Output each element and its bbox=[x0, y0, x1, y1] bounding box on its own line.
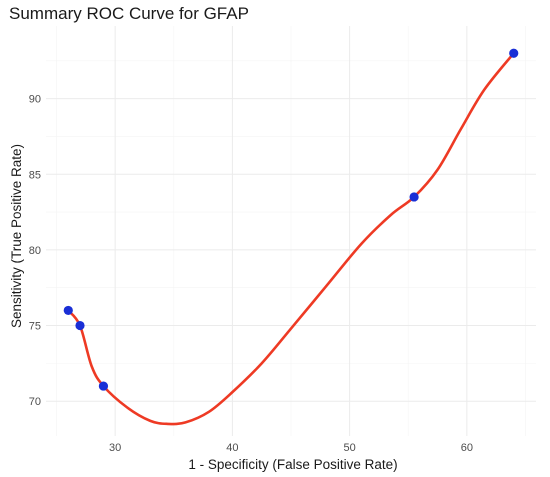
study-point bbox=[75, 320, 85, 331]
study-point bbox=[98, 381, 109, 391]
x-tick-label: 40 bbox=[226, 442, 238, 454]
x-axis-title: 1 - Specificity (False Positive Rate) bbox=[188, 457, 397, 472]
y-axis-title: Sensitivity (True Positive Rate) bbox=[9, 144, 24, 328]
y-tick-label: 90 bbox=[29, 94, 41, 106]
study-point bbox=[509, 48, 519, 58]
y-tick-label: 85 bbox=[29, 169, 41, 181]
study-point bbox=[409, 192, 419, 202]
x-tick-labels: 30 40 50 60 bbox=[109, 442, 473, 454]
x-tick-label: 50 bbox=[343, 442, 355, 454]
study-point bbox=[63, 305, 73, 316]
y-tick-label: 70 bbox=[29, 396, 41, 408]
y-tick-label: 80 bbox=[29, 245, 41, 257]
chart-title: Summary ROC Curve for GFAP bbox=[9, 4, 249, 23]
x-tick-label: 30 bbox=[109, 442, 121, 454]
study-points-layer bbox=[63, 48, 519, 391]
y-tick-labels: 70 75 80 85 90 bbox=[29, 94, 41, 409]
y-tick-label: 75 bbox=[29, 321, 41, 333]
x-tick-label: 60 bbox=[461, 442, 473, 454]
grid bbox=[46, 26, 536, 436]
